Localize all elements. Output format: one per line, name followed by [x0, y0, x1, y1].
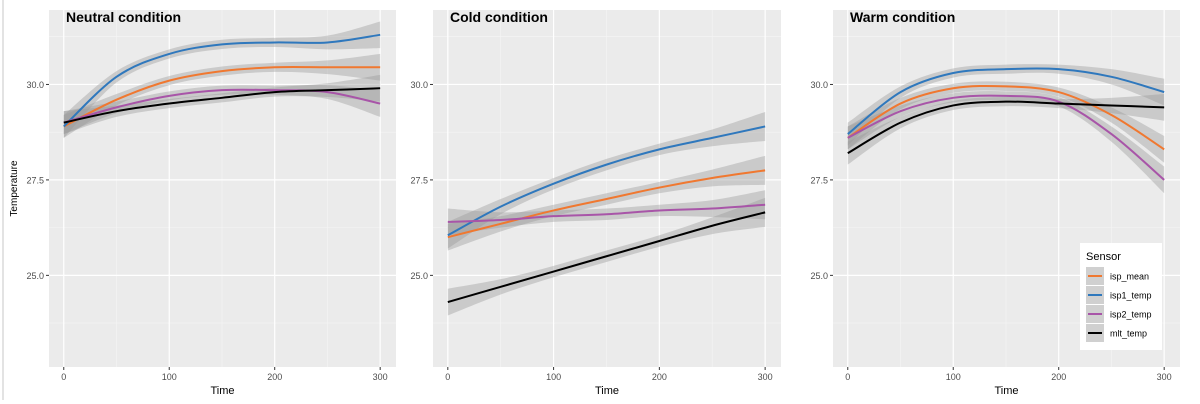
legend-item-isp2_temp: isp2_temp: [1086, 305, 1152, 323]
series-line-isp1_temp: [447, 125, 766, 237]
series-line-isp2_temp: [63, 88, 381, 124]
confidence-band-isp2_temp: [847, 91, 1165, 194]
panel-title: Cold condition: [450, 9, 548, 25]
x-axis-label: Time: [994, 385, 1018, 397]
y-tick-label: 25.0: [810, 271, 828, 281]
confidence-band-isp2_temp: [63, 84, 381, 135]
y-tick-label: 30.0: [810, 80, 828, 90]
legend-label: isp2_temp: [1110, 310, 1152, 320]
y-tick-label: 25.0: [26, 271, 44, 281]
x-tick-label: 0: [845, 372, 850, 382]
x-tick-label: 0: [445, 372, 450, 382]
x-tick-label: 200: [1051, 372, 1066, 382]
left-border: [2, 0, 4, 400]
x-tick-label: 100: [946, 372, 961, 382]
y-tick-label: 25.0: [410, 271, 428, 281]
x-tick-label: 100: [162, 372, 177, 382]
panel-0: 25.0 27.5 30.0 0 100 200 300 Neutral condition T…: [9, 9, 396, 397]
y-tick-label: 27.5: [810, 175, 828, 185]
series-line-isp2_temp: [447, 203, 766, 223]
x-tick-label: 300: [758, 372, 773, 382]
legend-item-isp_mean: isp_mean: [1086, 267, 1149, 285]
legend-label: isp1_temp: [1110, 291, 1152, 301]
confidence-band-isp1_temp: [447, 111, 766, 249]
x-tick-label: 200: [267, 372, 282, 382]
x-tick-label: 300: [373, 372, 388, 382]
y-tick-label: 27.5: [26, 175, 44, 185]
legend-title: Sensor: [1086, 251, 1121, 263]
series-line-isp1_temp: [847, 67, 1165, 135]
x-tick-label: 100: [546, 372, 561, 382]
x-tick-label: 300: [1157, 372, 1172, 382]
x-axis-label: Time: [595, 385, 619, 397]
x-tick-label: 0: [61, 372, 66, 382]
series-line-isp_mean: [847, 84, 1165, 151]
legend: Sensor isp_mean isp1_temp isp2_temp mlt_temp: [1080, 243, 1162, 350]
y-axis-label: Temperature: [9, 160, 20, 217]
y-tick-label: 30.0: [410, 80, 428, 90]
legend-item-mlt_temp: mlt_temp: [1086, 324, 1147, 342]
y-tick-label: 27.5: [410, 175, 428, 185]
panel-title: Neutral condition: [66, 9, 181, 25]
confidence-band-isp1_temp: [847, 64, 1165, 146]
series-line-isp_mean: [63, 65, 381, 128]
legend-item-isp1_temp: isp1_temp: [1086, 286, 1152, 304]
legend-label: mlt_temp: [1110, 329, 1147, 339]
panel-background: [433, 10, 781, 367]
panel-background: [49, 10, 396, 367]
series-line-isp_mean: [447, 169, 766, 239]
confidence-band-isp2_temp: [447, 190, 766, 236]
legend-label: isp_mean: [1110, 272, 1149, 282]
x-axis-label: Time: [210, 385, 234, 397]
series-line-isp2_temp: [847, 94, 1165, 181]
x-tick-label: 200: [652, 372, 667, 382]
series-line-mlt_temp: [447, 211, 766, 304]
panel-title: Warm condition: [850, 9, 955, 25]
series-line-mlt_temp: [847, 100, 1165, 155]
series-line-mlt_temp: [63, 87, 381, 124]
confidence-band-isp_mean: [447, 155, 766, 251]
y-tick-label: 30.0: [26, 80, 44, 90]
panel-1: 25.0 27.5 30.0 0 100 200 300 Cold condition Time: [410, 9, 781, 397]
series-line-isp1_temp: [63, 33, 381, 128]
